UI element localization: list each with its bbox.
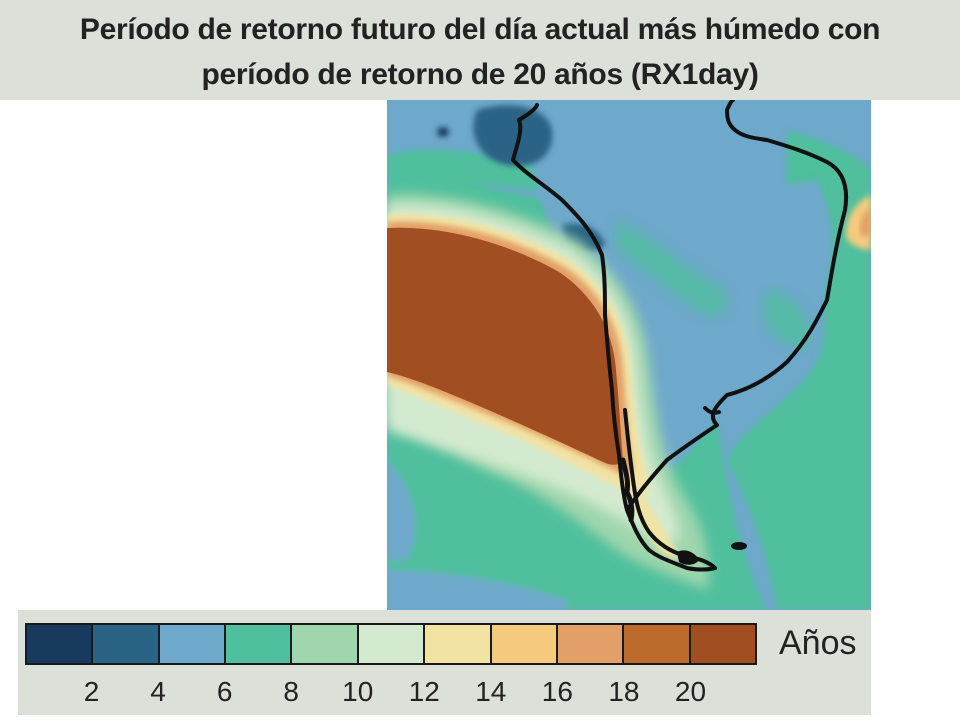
teal-region-north: [387, 149, 567, 195]
legend-swatch: [425, 625, 492, 663]
legend-tick-label: 4: [150, 676, 166, 707]
legend-swatch: [358, 625, 426, 663]
rio-de-la-plata: [703, 406, 721, 415]
amazon-teal-band: [617, 220, 728, 316]
legend-tick-label: 6: [216, 676, 233, 707]
legend-swatch: [93, 625, 160, 663]
legend-tick-label: 20: [674, 676, 707, 707]
tierra-del-fuego: [677, 550, 699, 565]
land-interior-blue: [527, 130, 833, 500]
legend-unit-label: Años: [779, 624, 857, 662]
legend-swatch: [226, 625, 293, 663]
legend-tick-label: 18: [608, 676, 640, 707]
ocean-patch-southwest: [387, 460, 416, 560]
south-america-coastline: [511, 100, 848, 572]
ocean-patch-south: [387, 570, 567, 610]
legend-tick-label: 8: [283, 676, 299, 707]
legend-swatch: [292, 625, 359, 663]
color-scale-bar: [25, 623, 757, 665]
legend-swatch: [159, 625, 227, 663]
legend-swatch: [27, 625, 94, 663]
map-title-line-1: Período de retorno futuro del día actual…: [79, 13, 881, 46]
legend-tick-label: 14: [475, 676, 507, 707]
legend-tick-label: 10: [342, 676, 374, 707]
legend-tick-label: 2: [83, 676, 100, 707]
legend-tick-label: 12: [408, 676, 440, 707]
atlantic-anomaly-core: [859, 208, 871, 237]
falkland-islands: [731, 542, 747, 550]
legend-swatch: [624, 625, 691, 663]
legend-swatch: [557, 625, 625, 663]
map-title-line-2: período de retorno de 20 años (RX1day): [201, 58, 759, 91]
brazil-teal-patch: [762, 290, 810, 350]
title-band: Período de retorno futuro del día actual…: [0, 0, 960, 100]
chile-coast-detail: [620, 457, 635, 523]
dark-patch-central-america: [473, 105, 553, 166]
dark-patch-galapagos: [437, 127, 449, 137]
legend-tick-label: 16: [541, 676, 573, 707]
return-period-map: [387, 100, 871, 610]
legend-swatch: [491, 625, 558, 663]
legend-swatch: [690, 625, 755, 663]
brown-core: [387, 227, 623, 465]
